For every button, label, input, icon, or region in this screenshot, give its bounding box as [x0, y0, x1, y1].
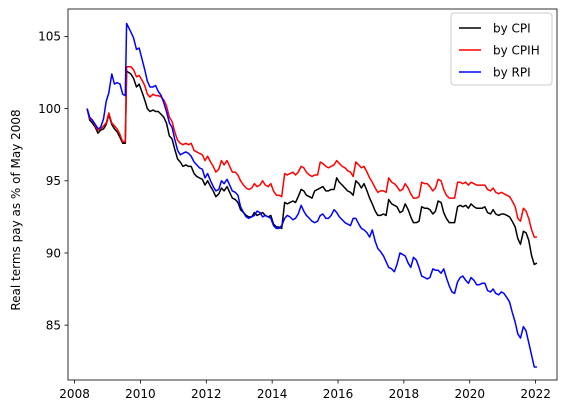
legend-label-by-cpih: by CPIH: [493, 43, 540, 57]
y-tick-label: 95: [46, 174, 61, 188]
x-tick-label: 2008: [59, 387, 90, 401]
x-tick-label: 2012: [191, 387, 222, 401]
legend: by CPI by CPIH by RPI: [450, 12, 553, 86]
y-axis-label: Real terms pay as % of May 2008: [9, 109, 23, 310]
legend-label-by-cpi: by CPI: [493, 21, 531, 35]
y-tick-label: 90: [46, 246, 61, 260]
x-tick-label: 2018: [389, 387, 420, 401]
x-tick-label: 2014: [257, 387, 288, 401]
y-tick-label: 85: [46, 318, 61, 332]
y-tick-label: 100: [38, 102, 61, 116]
x-tick-label: 2020: [454, 387, 485, 401]
plot-frame: [67, 8, 558, 381]
series-line-by-rpi: [86, 22, 537, 368]
series-line-by-cpi: [86, 70, 538, 266]
legend-label-by-rpi: by RPI: [493, 65, 531, 79]
legend-box: [450, 12, 553, 86]
x-tick-label: 2016: [323, 387, 354, 401]
x-tick-label: 2010: [125, 387, 156, 401]
x-tick-label: 2022: [520, 387, 551, 401]
y-tick-label: 105: [38, 30, 61, 44]
plot-area: 2008 2010 2012 2014 2016 2018 2020 2022 85 90 95 10…: [38, 8, 558, 401]
